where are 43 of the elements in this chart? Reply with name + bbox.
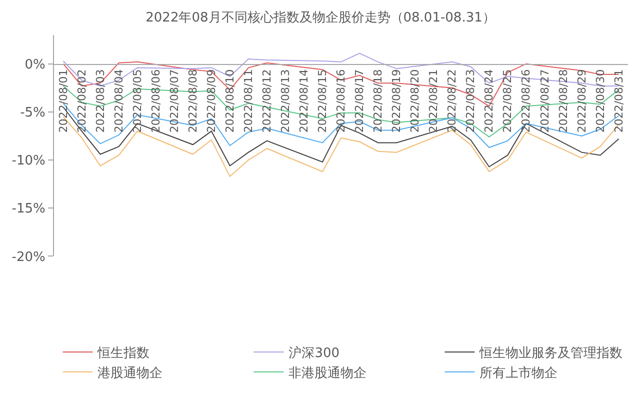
x-tick-label: 2022/08/14	[298, 69, 311, 133]
x-tick-label: 2022/08/29	[575, 69, 588, 133]
x-tick-label: 2022/08/07	[168, 69, 181, 133]
x-tick-label: 2022/08/24	[482, 69, 496, 133]
legend-label: 港股通物企	[98, 366, 163, 381]
legend-label: 沪深300	[288, 345, 340, 362]
y-tick-label: 0%	[24, 57, 46, 72]
x-tick-label: 2022/08/03	[94, 69, 107, 133]
chart-title: 2022年08月不同核心指数及物企股价走势（08.01-08.31）	[146, 10, 496, 26]
x-tick-label: 2022/08/13	[279, 69, 292, 133]
x-tick-label: 2022/08/21	[427, 69, 440, 133]
legend-label: 所有上市物企	[480, 366, 558, 381]
x-tick-label: 2022/08/23	[464, 69, 478, 133]
legend-label: 非港股通物企	[288, 366, 367, 381]
y-tick-label: -5%	[20, 105, 46, 120]
x-tick-label: 2022/08/15	[316, 69, 330, 133]
x-tick-label: 2022/08/01	[56, 69, 70, 133]
x-tick-label: 2022/08/09	[204, 69, 218, 133]
x-tick-label: 2022/08/25	[501, 69, 514, 133]
y-tick-label: -10%	[12, 154, 46, 169]
x-tick-label: 2022/08/04	[112, 69, 126, 133]
x-tick-label: 2022/08/28	[556, 69, 570, 133]
x-tick-label: 2022/08/31	[612, 69, 626, 133]
x-tick-label: 2022/08/16	[334, 69, 348, 133]
x-tick-label: 2022/08/18	[372, 69, 385, 133]
y-tick-label: -15%	[12, 202, 46, 217]
x-tick-label: 2022/08/06	[149, 69, 162, 133]
legend-label: 恒生物业服务及管理指数	[478, 346, 623, 362]
x-tick-label: 2022/08/22	[446, 69, 459, 133]
x-tick-label: 2022/08/05	[130, 69, 144, 133]
x-tick-label: 2022/08/27	[538, 69, 552, 133]
legend-label: 恒生指数	[96, 346, 150, 362]
y-tick-label: -20%	[12, 250, 46, 265]
x-tick-label: 2022/08/19	[390, 69, 404, 133]
x-tick-label: 2022/08/30	[594, 69, 607, 133]
x-tick-label: 2022/08/17	[353, 69, 366, 133]
x-tick-label: 2022/08/26	[520, 69, 533, 133]
x-tick-label: 2022/08/12	[260, 69, 274, 133]
x-tick-label: 2022/08/20	[408, 69, 422, 133]
x-tick-label: 2022/08/11	[242, 69, 255, 133]
x-tick-label: 2022/08/08	[186, 69, 200, 133]
x-tick-label: 2022/08/02	[75, 69, 88, 133]
x-tick-label: 2022/08/10	[223, 69, 236, 133]
